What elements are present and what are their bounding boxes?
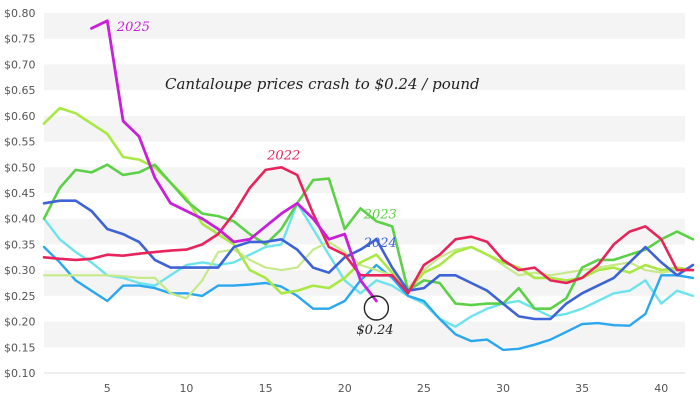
- y-tick-label: $0.80: [4, 7, 36, 20]
- y-tick-label: $0.15: [4, 341, 36, 354]
- series-lines: [42, 19, 695, 352]
- series-line: [42, 202, 695, 328]
- series-label-2025: 2025: [116, 20, 150, 35]
- y-tick-label: $0.20: [4, 316, 36, 329]
- x-tick-label: 30: [496, 382, 510, 395]
- series-label-2022: 2022: [266, 149, 300, 164]
- series-line: [42, 245, 695, 352]
- grid-band: [44, 64, 685, 91]
- x-tick-label: 10: [179, 382, 193, 395]
- y-tick-label: $0.25: [4, 290, 36, 303]
- x-tick-label: 20: [338, 382, 352, 395]
- series-line-2023: [42, 163, 695, 311]
- y-tick-label: $0.75: [4, 33, 36, 46]
- grid-band: [44, 115, 685, 142]
- series-line-2025: [90, 19, 378, 303]
- grid-band: [44, 13, 685, 39]
- series-line-2024: [42, 199, 695, 321]
- grid-band: [44, 218, 685, 245]
- grid-bands: [44, 13, 685, 374]
- callout-price-label: $0.24: [356, 323, 393, 338]
- series-line: [42, 240, 695, 300]
- x-tick-label: 5: [104, 382, 111, 395]
- series-line-2022: [42, 166, 695, 295]
- y-tick-label: $0.60: [4, 110, 36, 123]
- y-tick-label: $0.35: [4, 238, 36, 251]
- y-axis-ticks: $0.10 $0.15 $0.20 $0.25 $0.30 $0.35 $0.40 $0.45…: [4, 7, 36, 380]
- callout-circle: [363, 295, 390, 321]
- series-label-2023: 2023: [363, 208, 397, 223]
- headline-annotation: Cantaloupe prices crash to $0.24 / pound: [165, 75, 480, 93]
- y-tick-label: $0.65: [4, 84, 36, 97]
- y-tick-label: $0.70: [4, 58, 36, 71]
- series-labels: 2023 2024 2022 2025: [116, 20, 397, 251]
- y-tick-label: $0.55: [4, 136, 36, 149]
- x-tick-label: 15: [259, 382, 273, 395]
- x-tick-label: 35: [575, 382, 589, 395]
- x-tick-label: 25: [417, 382, 431, 395]
- x-tick-label: 40: [654, 382, 668, 395]
- y-tick-label: $0.10: [4, 367, 36, 380]
- x-axis-ticks: 5 10 15 20 25 30 35 40: [104, 382, 668, 395]
- grid-band: [44, 167, 685, 193]
- series-label-2024: 2024: [363, 236, 397, 251]
- y-tick-label: $0.40: [4, 213, 36, 226]
- y-tick-label: $0.50: [4, 161, 36, 174]
- y-tick-label: $0.45: [4, 187, 36, 200]
- y-tick-label: $0.30: [4, 264, 36, 277]
